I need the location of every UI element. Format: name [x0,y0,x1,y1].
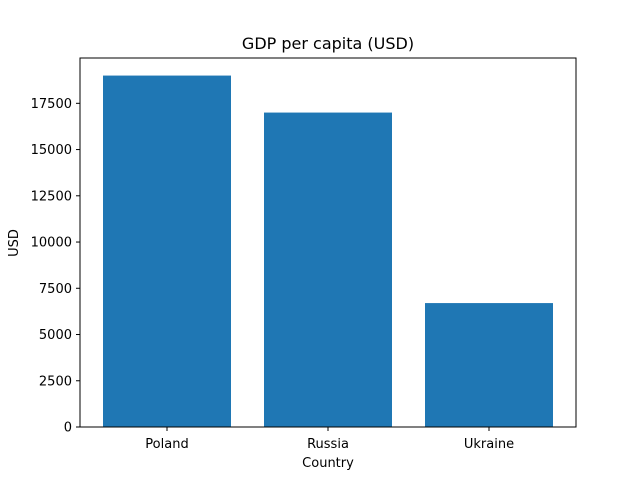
plot-frame [79,57,577,428]
y-tick-label: 2500 [39,374,72,389]
y-tick-label: 7500 [39,282,72,297]
x-tick-label: Poland [145,437,188,452]
y-tick-label: 10000 [31,236,72,251]
y-tick-label: 15000 [31,143,72,158]
y-tick-label: 5000 [39,328,72,343]
x-tick-label: Ukraine [464,437,514,452]
y-tick-label: 0 [64,421,72,436]
bars-group [103,75,553,428]
bar-poland [103,75,231,428]
x-tick-label: Russia [307,437,349,452]
y-tick-label: 12500 [31,189,72,204]
bar-russia [264,112,392,428]
y-tick-label: 17500 [31,97,72,112]
x-axis-label: Country [302,456,354,471]
bar-ukraine [425,303,553,427]
y-axis-label: USD [7,229,22,257]
y-axis: 0 2500 5000 7500 10000 12500 15000 17500 [31,97,80,436]
chart-title: GDP per capita (USD) [242,34,414,53]
x-axis: Poland Russia Ukraine [145,427,514,452]
